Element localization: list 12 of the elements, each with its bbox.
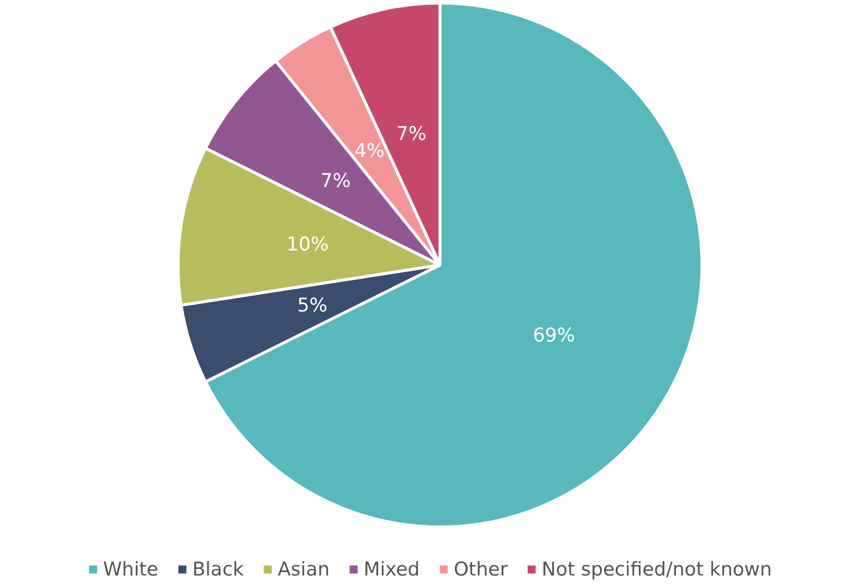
legend-label: Not specified/not known: [542, 558, 772, 580]
legend-label: Mixed: [364, 558, 420, 580]
legend-label: Other: [454, 558, 508, 580]
data-label: 69%: [532, 324, 576, 347]
legend-label: Black: [192, 558, 244, 580]
data-label: 4%: [354, 140, 385, 162]
data-label: 7%: [396, 123, 426, 146]
data-label: 5%: [297, 294, 328, 317]
legend-label: Asian: [278, 558, 330, 580]
data-label: 10%: [286, 233, 329, 256]
legend-label: White: [103, 558, 158, 580]
data-label: 7%: [320, 170, 351, 192]
